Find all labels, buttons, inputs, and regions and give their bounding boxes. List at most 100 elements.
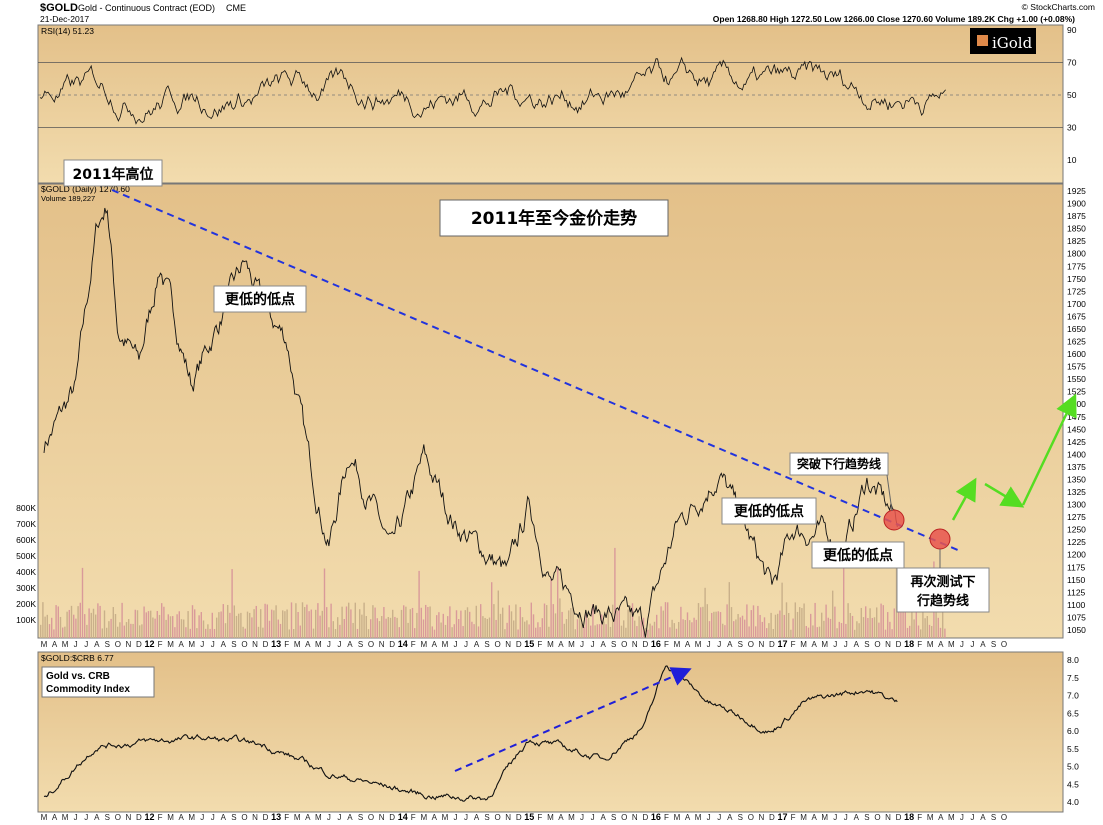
volume-bar	[750, 610, 752, 638]
price-tick-label: 1175	[1067, 562, 1086, 572]
volume-bar	[733, 621, 735, 638]
volume-bar	[328, 627, 330, 638]
volume-bar	[882, 605, 884, 638]
month-tick-label: N	[126, 640, 132, 649]
volume-bar	[851, 615, 854, 638]
volume-bar	[757, 605, 759, 638]
month-tick-label: A	[727, 640, 733, 649]
volume-bar	[583, 626, 585, 638]
volume-bar	[150, 610, 152, 638]
month-tick-label: O	[1001, 640, 1007, 649]
month-tick-label: D	[263, 640, 269, 649]
volume-bar	[889, 621, 891, 638]
volume-bar	[794, 602, 796, 638]
volume-bar	[79, 602, 81, 638]
volume-bar	[913, 619, 915, 638]
volume-bar	[253, 609, 255, 638]
volume-bar	[295, 603, 297, 638]
month-tick-label: 14	[398, 812, 408, 822]
volume-bar	[55, 605, 57, 638]
volume-bar	[788, 613, 790, 638]
volume-bar	[631, 603, 634, 638]
volume-bar	[304, 607, 306, 638]
volume-bar	[779, 610, 781, 638]
month-tick-label: M	[927, 640, 934, 649]
volume-bar	[431, 626, 433, 638]
volume-bar	[532, 614, 535, 638]
volume-bar	[649, 623, 651, 638]
volume-bar	[189, 628, 191, 638]
volume-bar	[361, 614, 363, 638]
volume-bar	[770, 612, 772, 638]
month-tick-label: F	[791, 813, 796, 822]
volume-bar	[928, 624, 931, 638]
volume-bar	[491, 582, 493, 638]
month-tick-label: M	[800, 813, 807, 822]
month-tick-label: M	[800, 640, 807, 649]
volume-bar	[495, 619, 497, 638]
volume-bar	[702, 606, 704, 638]
price-tick-label: 1200	[1067, 550, 1086, 560]
month-tick-label: M	[420, 813, 427, 822]
month-tick-label: D	[769, 813, 775, 822]
volume-bar	[497, 590, 499, 638]
month-tick-label: 15	[524, 812, 534, 822]
volume-bar	[90, 612, 92, 638]
month-tick-label: N	[379, 640, 385, 649]
volume-bar	[484, 617, 486, 638]
volume-bar	[372, 605, 374, 638]
series-lines	[39, 56, 946, 802]
month-tick-label: M	[442, 813, 449, 822]
volume-bar	[623, 620, 625, 638]
lower-low-1-label: 更低的低点	[225, 291, 295, 308]
volume-bar	[123, 625, 125, 638]
month-tick-label: J	[844, 813, 848, 822]
volume-bar	[418, 570, 420, 638]
month-tick-label: A	[474, 640, 480, 649]
month-tick-label: S	[864, 640, 869, 649]
price-tick-label: 1525	[1067, 387, 1086, 397]
volume-bar	[326, 607, 328, 638]
month-tick-label: M	[674, 640, 681, 649]
volume-bar	[823, 620, 825, 638]
volume-bar	[814, 602, 816, 638]
month-tick-label: A	[558, 813, 564, 822]
month-tick-label: O	[874, 640, 880, 649]
volume-bar	[398, 627, 400, 638]
month-tick-label: O	[748, 640, 754, 649]
price-tick-label: 1550	[1067, 374, 1086, 384]
volume-bar	[858, 623, 860, 638]
month-tick-label: D	[136, 813, 142, 822]
month-tick-label: A	[432, 640, 438, 649]
month-tick-label: J	[844, 640, 848, 649]
volume-bar	[277, 619, 279, 638]
volume-bar	[563, 623, 565, 638]
month-tick-label: 13	[271, 812, 281, 822]
volume-bar	[378, 621, 381, 638]
volume-bar	[308, 611, 310, 638]
month-tick-label: J	[453, 640, 457, 649]
volume-bar	[293, 629, 295, 638]
downtrend-line	[111, 189, 961, 552]
volume-bar	[873, 617, 876, 638]
month-tick-label: J	[200, 640, 204, 649]
volume-bar	[121, 602, 123, 638]
volume-bar	[475, 605, 477, 638]
volume-bar	[660, 606, 662, 638]
volume-bar	[273, 610, 275, 638]
volume-bar	[464, 610, 466, 638]
volume-bar	[471, 621, 473, 638]
volume-bar	[132, 623, 134, 638]
volume-bar	[200, 612, 202, 638]
month-tick-label: D	[516, 640, 522, 649]
volume-bar	[319, 615, 321, 638]
price-tick-label: 1900	[1067, 199, 1086, 209]
volume-bar	[218, 612, 220, 638]
month-tick-label: J	[74, 813, 78, 822]
volume-bar	[235, 615, 238, 638]
volume-bar	[513, 620, 515, 638]
volume-bar	[284, 611, 286, 638]
volume-bar	[103, 610, 106, 638]
volume-bar	[81, 567, 84, 638]
volume-bar	[143, 606, 145, 638]
